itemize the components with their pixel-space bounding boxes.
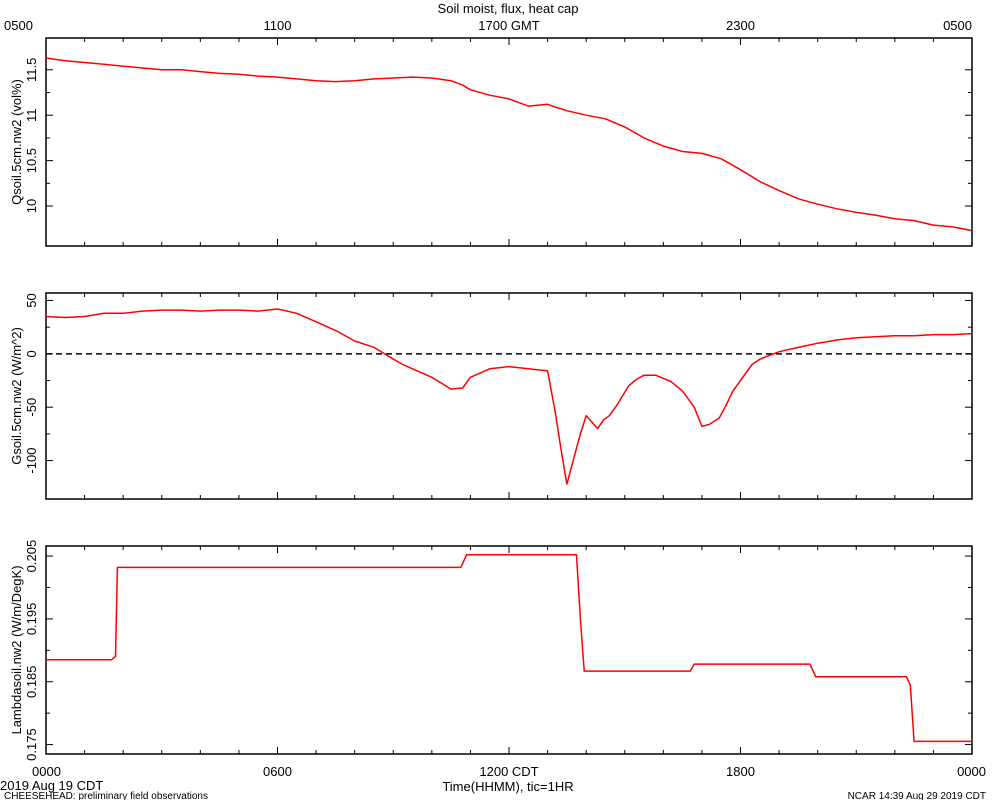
- x-tick-label-bottom: 1800: [726, 764, 755, 779]
- plot-frame: [45, 37, 973, 247]
- y-tick-label: 0.195: [24, 603, 39, 636]
- x-tick-label-top: 1100: [264, 18, 292, 33]
- x-tick-label-top: 1700 GMT: [478, 18, 539, 33]
- y-tick-label: 10: [24, 199, 39, 213]
- y-tick-label: 0.205: [24, 540, 39, 573]
- x-tick-label-bottom: 0600: [263, 764, 292, 779]
- footer-project: CHEESEHEAD: preliminary field observatio…: [4, 791, 208, 800]
- y-tick-label: 0: [24, 350, 39, 357]
- y-tick-label: 0.185: [24, 665, 39, 698]
- chart-panel-2: -100 -50 0 50 Gsoil.5cm.nw2 (W/m^2): [9, 292, 973, 500]
- x-tick-label-top: 0500: [4, 18, 33, 33]
- footer-credit: NCAR 14:39 Aug 29 2019 CDT: [848, 791, 986, 800]
- chart-title: Soil moist, flux, heat cap: [438, 1, 579, 16]
- x-tick-label-bottom: 0000: [32, 764, 61, 779]
- y-tick-label: 11.5: [24, 58, 39, 82]
- y-tick-label: -100: [24, 448, 39, 474]
- x-tick-label-top: 2300: [726, 18, 755, 33]
- y-axis-title: Qsoil.5cm.nw2 (vol%): [9, 79, 24, 205]
- plot-frame: [45, 545, 973, 755]
- x-axis-title: Time(HHMM), tic=1HR: [442, 779, 573, 794]
- series-line: [46, 554, 972, 743]
- series-line: [45, 57, 973, 232]
- y-axis-title: Lambdasoil.nw2 (W/m/DegK): [9, 565, 24, 734]
- y-tick-label: 0.175: [24, 728, 39, 761]
- y-axis-title: Gsoil.5cm.nw2 (W/m^2): [9, 327, 24, 465]
- x-tick-label-top: 0500: [943, 18, 972, 33]
- y-tick-label: 11: [24, 108, 39, 122]
- x-tick-label-bottom: 1200 CDT: [479, 764, 538, 779]
- plot-frame: [45, 292, 973, 500]
- y-tick-label: 10.5: [24, 148, 39, 173]
- x-tick-label-bottom: 0000: [957, 764, 986, 779]
- footer-date: 2019 Aug 19 CDT: [0, 778, 103, 793]
- y-tick-label: 50: [24, 293, 39, 307]
- series-line: [45, 308, 973, 485]
- y-tick-label: -50: [24, 398, 39, 417]
